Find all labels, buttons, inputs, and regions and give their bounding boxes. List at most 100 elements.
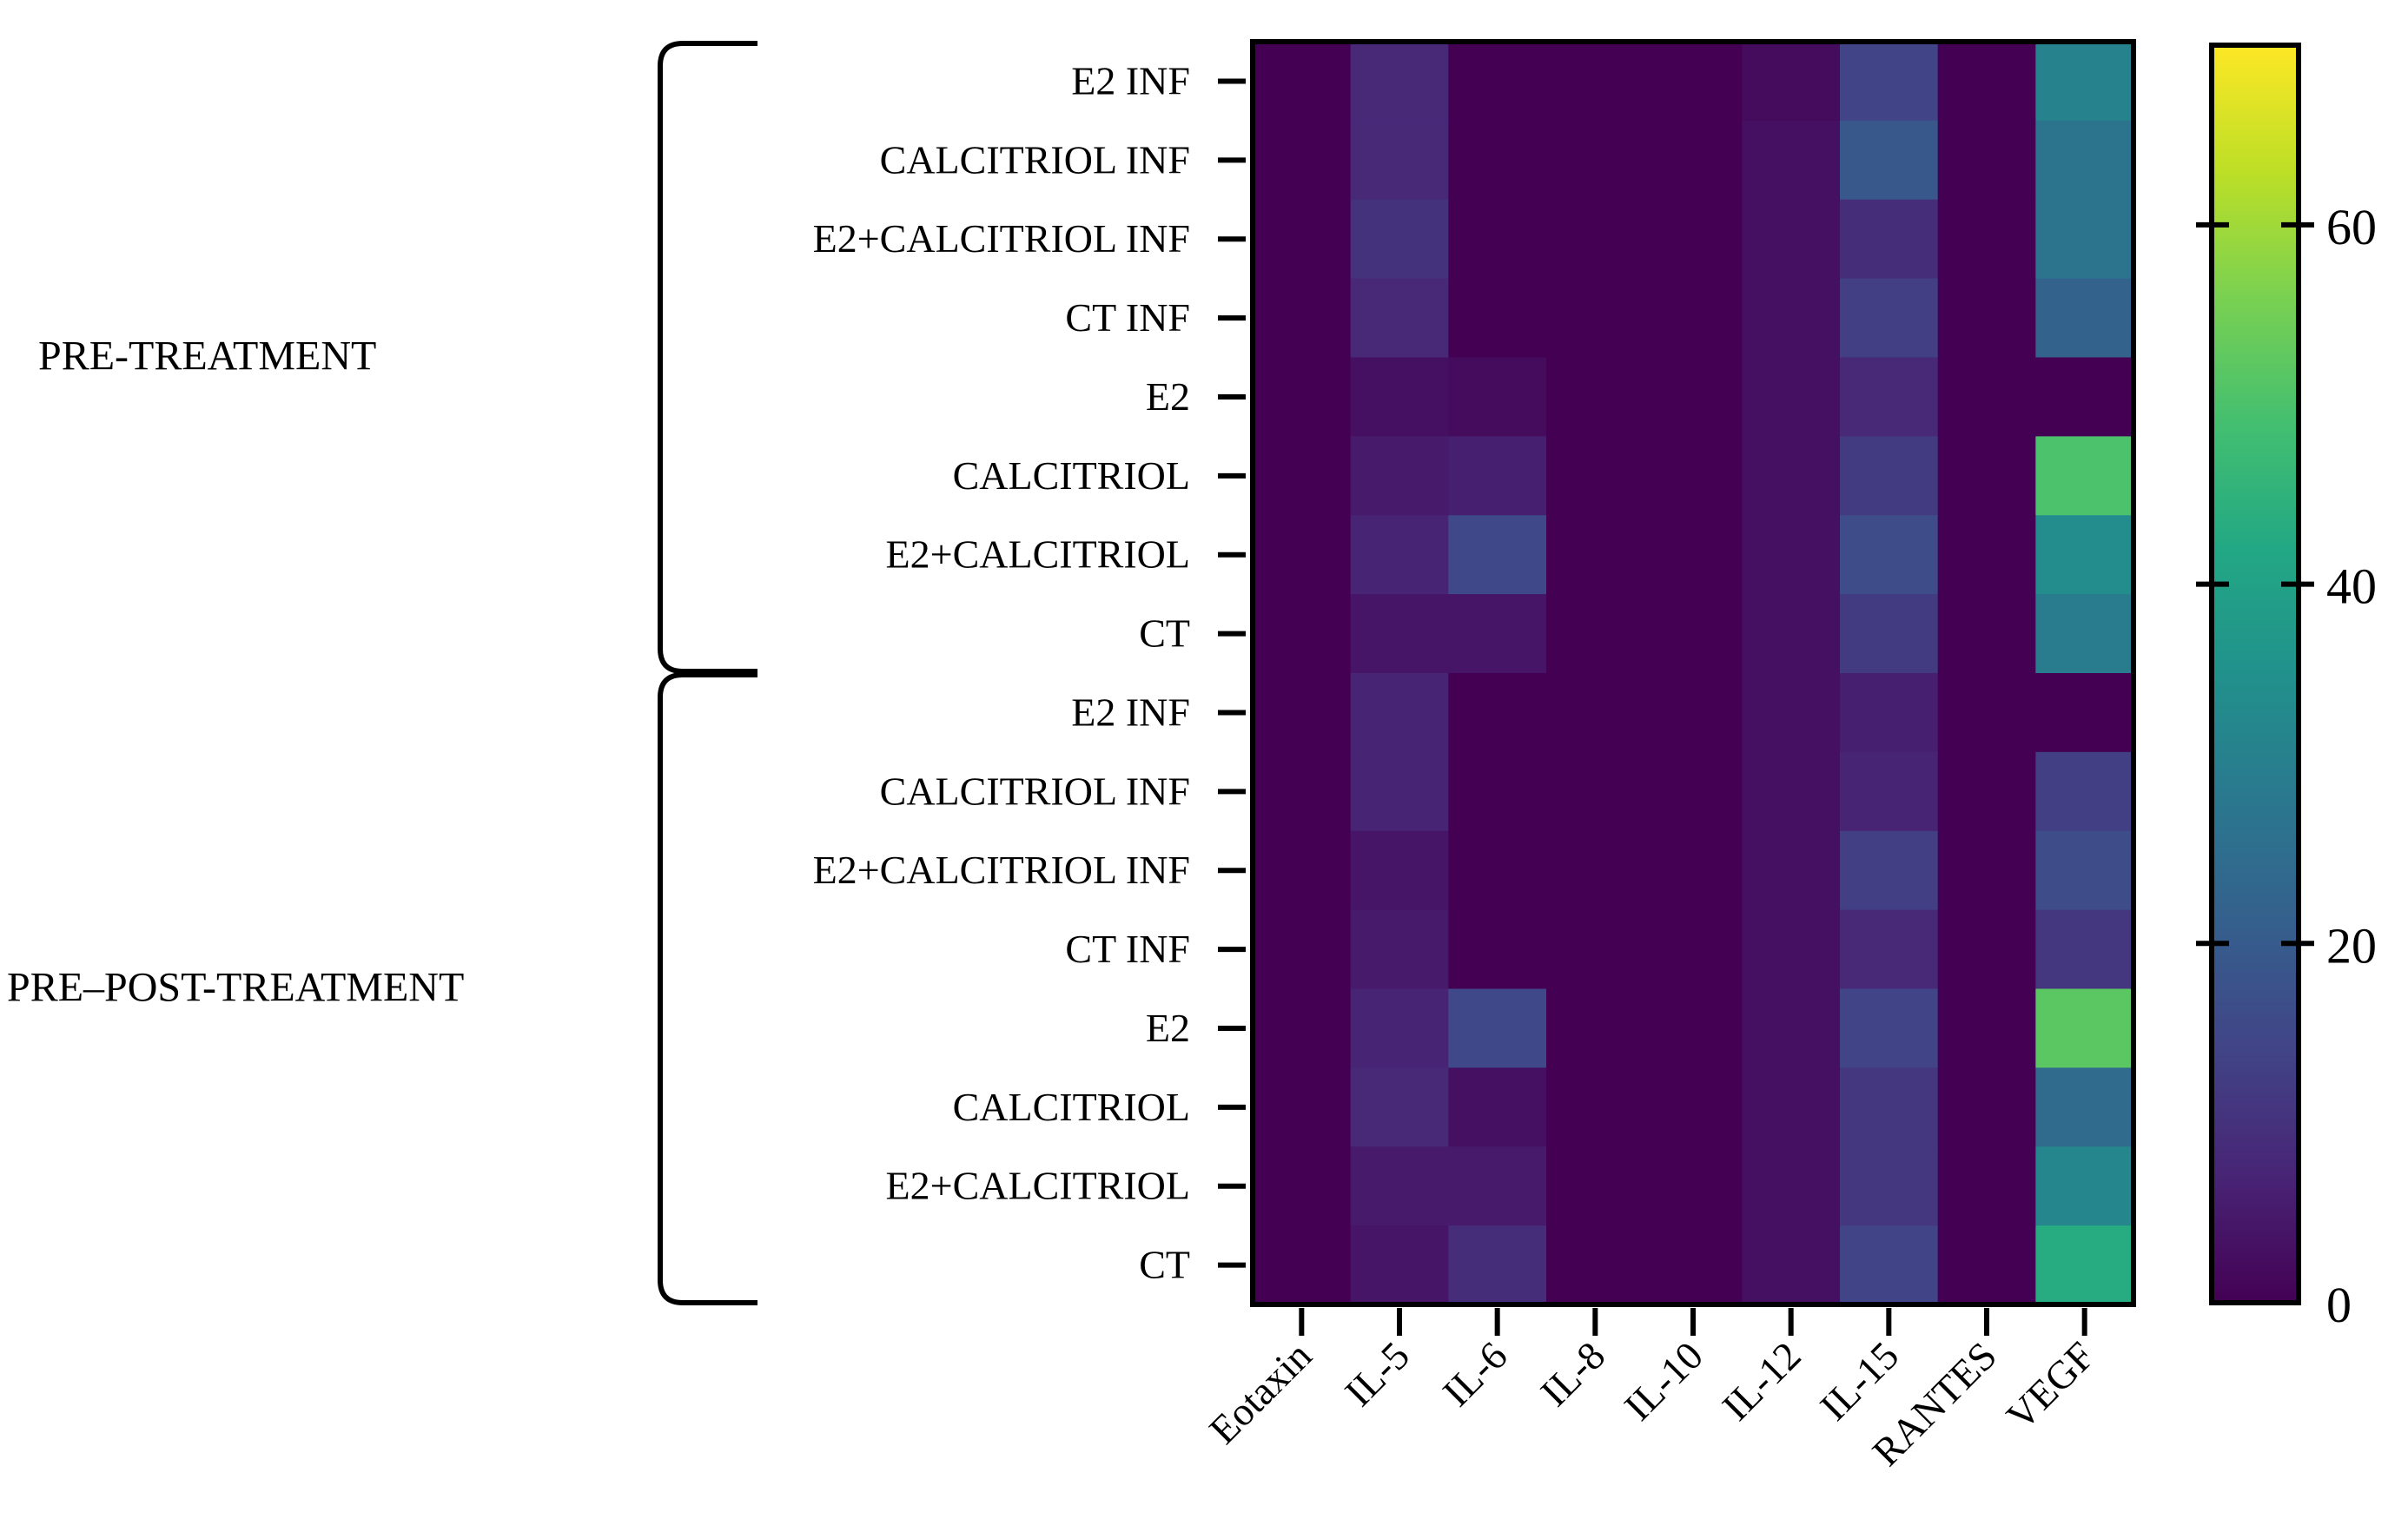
heatmap-cell — [1448, 1067, 1547, 1147]
row-label: CT — [1139, 611, 1190, 656]
heatmap-cell — [2035, 436, 2134, 516]
heatmap-cell — [1937, 357, 2036, 437]
heatmap-cell — [1644, 42, 1743, 122]
row-ticks — [1218, 78, 1246, 1268]
heatmap-cell — [1546, 1067, 1645, 1147]
heatmap-cell — [1742, 1225, 1841, 1305]
heatmap-cell — [1840, 199, 1939, 280]
column-label: Eotaxin — [1201, 1333, 1320, 1452]
colorbar-tick-label: 60 — [2326, 199, 2377, 255]
heatmap-cell — [1350, 751, 1449, 832]
heatmap-cell — [1840, 1146, 1939, 1226]
heatmap-cell — [2035, 751, 2134, 832]
heatmap-cell — [1937, 1146, 2036, 1226]
row-label: CALCITRIOL INF — [880, 137, 1190, 182]
heatmap-cell — [1448, 278, 1547, 359]
heatmap-cell — [1350, 1225, 1449, 1305]
heatmap-cell — [1840, 909, 1939, 990]
heatmap-cell — [1840, 515, 1939, 595]
heatmap-cell — [2035, 830, 2134, 911]
row-label: CT INF — [1065, 927, 1190, 971]
heatmap-cell — [1742, 830, 1841, 911]
heatmap-cell — [1644, 515, 1743, 595]
heatmap-cell — [1350, 673, 1449, 753]
colorbar-tick-label: 40 — [2326, 558, 2377, 615]
heatmap-cell — [1546, 751, 1645, 832]
heatmap-cell — [1937, 751, 2036, 832]
heatmap-cell — [1644, 1225, 1743, 1305]
group-bracket — [658, 41, 757, 674]
heatmap-cell — [1840, 42, 1939, 122]
row-label: CALCITRIOL INF — [880, 769, 1190, 813]
heatmap-cell — [2035, 1067, 2134, 1147]
colorbar-tick-label: 20 — [2326, 917, 2377, 974]
heatmap-cell — [2035, 278, 2134, 359]
heatmap-cell — [1546, 42, 1645, 122]
row-labels: E2 INF CALCITRIOL INF E2+CALCITRIOL INF CT … — [813, 58, 1190, 1286]
heatmap-cell — [2035, 42, 2134, 122]
heatmap-cell — [2035, 673, 2134, 753]
heatmap-cell — [2035, 515, 2134, 595]
heatmap-cell — [1840, 751, 1939, 832]
column-ticks — [1299, 1308, 2087, 1336]
heatmap-cell — [1742, 673, 1841, 753]
heatmap-cell — [1350, 909, 1449, 990]
heatmap-cell — [1742, 278, 1841, 359]
group-bracket — [658, 672, 757, 1305]
heatmap-cell — [1253, 120, 1352, 201]
heatmap-cell — [1937, 909, 2036, 990]
heatmap-cell — [1644, 673, 1743, 753]
heatmap-cell — [1350, 357, 1449, 437]
heatmap-cell — [1448, 515, 1547, 595]
heatmap-cell — [1350, 988, 1449, 1068]
heatmap-cell — [1742, 120, 1841, 201]
row-label: E2+CALCITRIOL INF — [813, 848, 1190, 892]
column-label: IL-6 — [1434, 1333, 1516, 1415]
heatmap-cell — [1253, 673, 1352, 753]
heatmap-cell — [1253, 357, 1352, 437]
heatmap-cell — [1937, 42, 2036, 122]
row-label: E2 INF — [1071, 58, 1190, 102]
heatmap-cell — [1253, 594, 1352, 674]
heatmap-cell — [1448, 120, 1547, 201]
colorbar-gradient — [2209, 43, 2301, 1305]
heatmap-cell — [2035, 594, 2134, 674]
heatmap-cell — [2035, 357, 2134, 437]
heatmap-cell — [1742, 436, 1841, 516]
row-label: E2+CALCITRIOL — [886, 1164, 1190, 1208]
heatmap-cell — [1546, 515, 1645, 595]
heatmap-cell — [1350, 515, 1449, 595]
heatmap-cell — [1546, 830, 1645, 911]
heatmap-cell — [1448, 673, 1547, 753]
column-label: IL-12 — [1714, 1333, 1809, 1429]
heatmap-cell — [1448, 830, 1547, 911]
heatmap-cell — [1448, 751, 1547, 832]
heatmap-cell — [1742, 1146, 1841, 1226]
heatmap-cell — [1350, 594, 1449, 674]
heatmap-cell — [1350, 199, 1449, 280]
heatmap-cell — [1546, 120, 1645, 201]
heatmap-cell — [1937, 988, 2036, 1068]
heatmap-cell — [1448, 42, 1547, 122]
heatmap-cell — [1546, 594, 1645, 674]
heatmap-cell — [1644, 120, 1743, 201]
heatmap-cell — [1937, 278, 2036, 359]
row-label: CALCITRIOL — [953, 453, 1190, 498]
heatmap-cell — [1448, 594, 1547, 674]
heatmap-cell — [1937, 199, 2036, 280]
heatmap-cell — [1350, 278, 1449, 359]
heatmap-cell — [1840, 830, 1939, 911]
colorbar: 0 20 40 60 — [2196, 43, 2377, 1333]
heatmap-cell — [1546, 1146, 1645, 1226]
heatmap-cell — [1644, 1067, 1743, 1147]
heatmap-cell — [1546, 909, 1645, 990]
heatmap-cell — [1350, 1067, 1449, 1147]
heatmap-cell — [1448, 1146, 1547, 1226]
heatmap-cell — [1253, 42, 1352, 122]
heatmap-cell — [1742, 42, 1841, 122]
heatmap-cell — [1448, 1225, 1547, 1305]
heatmap-cell — [1546, 199, 1645, 280]
row-label: CT INF — [1065, 295, 1190, 340]
heatmap-cell — [1937, 594, 2036, 674]
